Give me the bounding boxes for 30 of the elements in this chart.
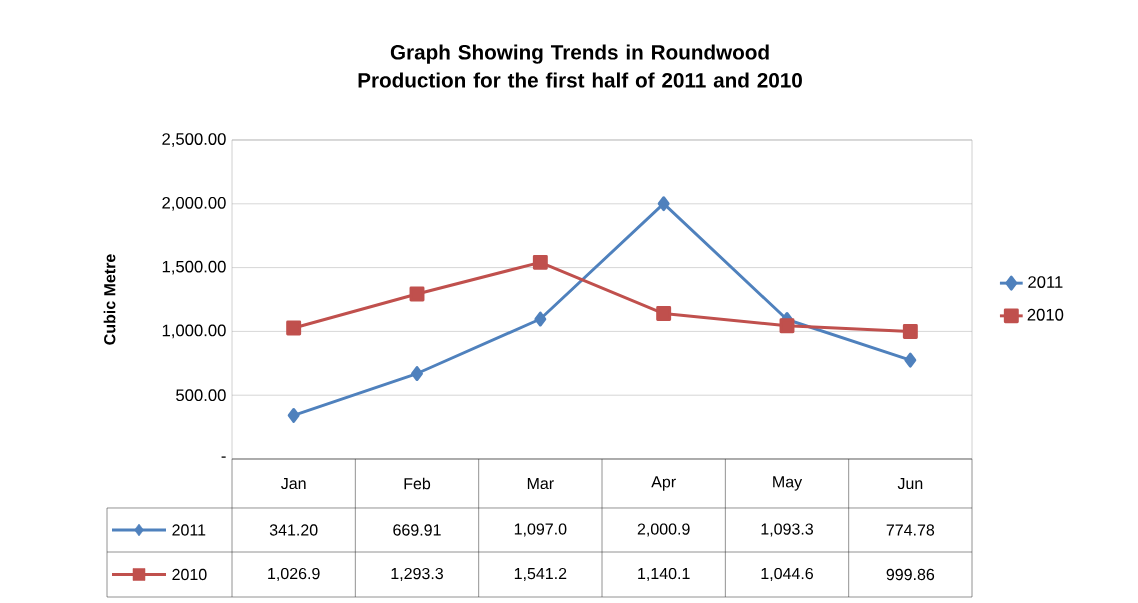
- data-label: 1,140.1: [638, 567, 690, 582]
- x-tick-label: Mar: [527, 477, 554, 490]
- y-tick-label: 1,500.00: [162, 260, 226, 275]
- y-tick-label: 1,000.00: [162, 324, 226, 339]
- y-tick-label: -: [221, 456, 226, 458]
- data-label: 1,026.9: [268, 567, 320, 582]
- data-label: 1,097.0: [514, 523, 567, 537]
- data-label: 1,541.2: [514, 567, 567, 582]
- x-tick-label: May: [773, 476, 803, 491]
- data-label: 999.86: [886, 568, 935, 581]
- y-axis-title: Cubic Metre: [103, 254, 116, 345]
- data-label: 1,093.3: [761, 523, 813, 537]
- data-label: 774.78: [886, 524, 935, 536]
- data-label: 2,000.9: [637, 523, 690, 537]
- text: 2011: [172, 524, 206, 536]
- data-label: 669.91: [393, 524, 441, 536]
- y-tick-label: 2,000.00: [162, 196, 226, 211]
- data-label: 1,044.6: [761, 567, 813, 582]
- x-tick-label: Apr: [651, 476, 676, 491]
- x-tick-label: Jan: [281, 477, 306, 490]
- data-label: 1,293.3: [391, 567, 443, 582]
- y-tick-label: 500.00: [176, 389, 226, 402]
- x-tick-label: Jun: [897, 477, 923, 490]
- legend-label: 2010: [1027, 308, 1064, 321]
- data-label: 341.20: [269, 524, 318, 536]
- text: 2010: [172, 568, 207, 581]
- chart-title: Graph Showing Trends in Roundwood Production for the first half of 2011 and 2010: [358, 44, 802, 88]
- y-tick-label: 2,500.00: [162, 133, 226, 147]
- x-tick-label: Feb: [404, 477, 431, 490]
- legend-label: 2011: [1028, 276, 1063, 288]
